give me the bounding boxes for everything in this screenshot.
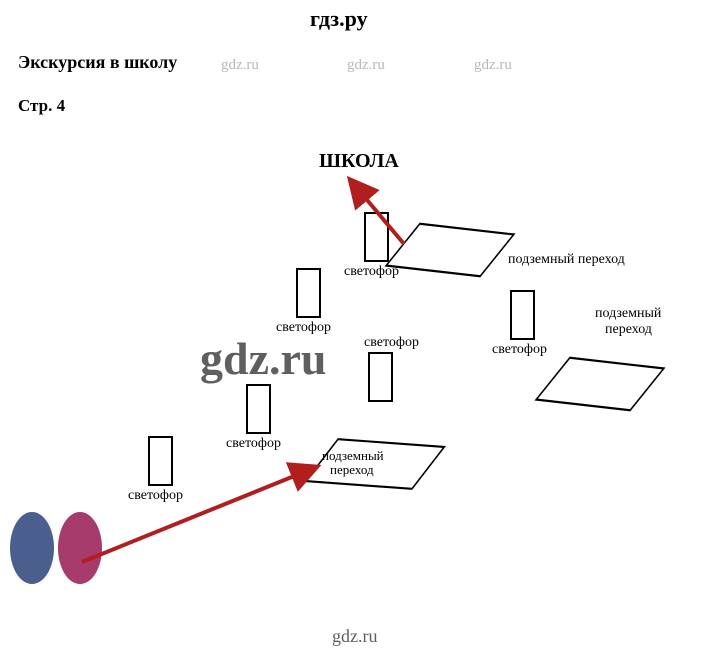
watermark-bottom: gdz.ru [332, 626, 377, 647]
school-label: ШКОЛА [319, 150, 399, 173]
svetofor-label: светофор [226, 436, 281, 452]
svetofor-label: светофор [128, 488, 183, 504]
perehod-label-line2: переход [605, 322, 652, 338]
perehod-shape [534, 357, 665, 412]
site-logo: гдз.ру [310, 6, 368, 32]
svetofor-rect [148, 436, 173, 486]
watermark-small: gdz.ru [474, 57, 512, 74]
start-oval-pink [58, 512, 102, 584]
perehod-shape [304, 438, 446, 490]
svetofor-rect [368, 352, 393, 402]
page-title: Экскурсия в школу [18, 52, 177, 73]
diagram-stage: гдз.ру gdz.ru gdz.ru gdz.ru Экскурсия в … [0, 0, 720, 656]
start-oval-blue [10, 512, 54, 584]
watermark-small: gdz.ru [347, 57, 385, 74]
svetofor-rect [246, 384, 271, 434]
watermark-big: gdz.ru [200, 332, 327, 385]
svetofor-rect [296, 268, 321, 318]
page-reference: Стр. 4 [18, 96, 65, 116]
watermark-small: gdz.ru [221, 57, 259, 74]
svetofor-rect [364, 212, 389, 262]
svetofor-rect [510, 290, 535, 340]
svetofor-label: светофор [492, 342, 547, 358]
perehod-shape [384, 223, 515, 278]
perehod-label-line1: подземный [595, 306, 661, 322]
perehod-label: подземный переход [508, 252, 625, 268]
perehod-label-line2: переход [330, 462, 374, 478]
svetofor-label: светофор [364, 335, 419, 351]
